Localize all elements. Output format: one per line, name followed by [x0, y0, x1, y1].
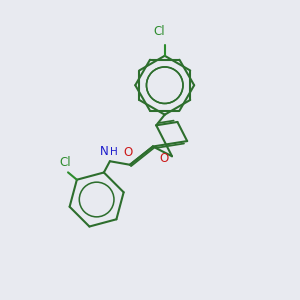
Text: Cl: Cl — [59, 156, 71, 170]
Text: O: O — [123, 146, 133, 159]
Text: N: N — [100, 145, 108, 158]
Text: H: H — [110, 147, 118, 157]
Text: Cl: Cl — [154, 25, 165, 38]
Text: O: O — [159, 152, 168, 165]
